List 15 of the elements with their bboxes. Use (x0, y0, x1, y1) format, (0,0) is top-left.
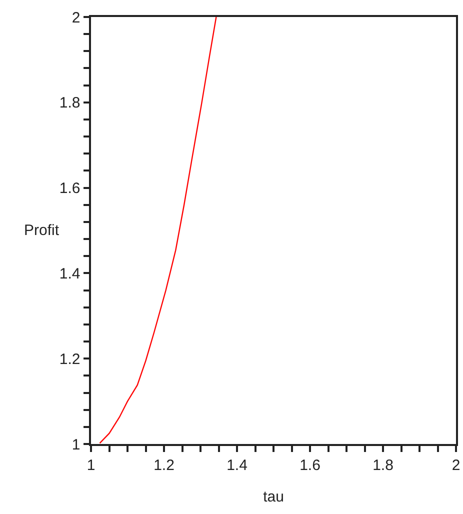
x-tick-label: 1.6 (300, 456, 320, 474)
x-tick-label: 1 (86, 456, 96, 474)
y-tick-label: 1.6 (59, 180, 80, 198)
y-tick-label: 1.8 (59, 94, 80, 112)
x-tick-label: 1.2 (154, 456, 174, 474)
y-tick-label: 1.4 (59, 265, 80, 282)
y-tick-label: 1 (72, 436, 80, 454)
x-axis-title: tau (263, 488, 284, 506)
y-tick-label: 2 (72, 9, 80, 26)
x-tick-label: 2 (452, 456, 460, 474)
y-axis-title: Profit (24, 222, 60, 239)
x-tick-label: 1.4 (226, 456, 248, 474)
y-tick-label: 1.2 (59, 350, 80, 368)
line-series (99, 17, 217, 444)
x-tick-label: 1.8 (372, 456, 394, 474)
